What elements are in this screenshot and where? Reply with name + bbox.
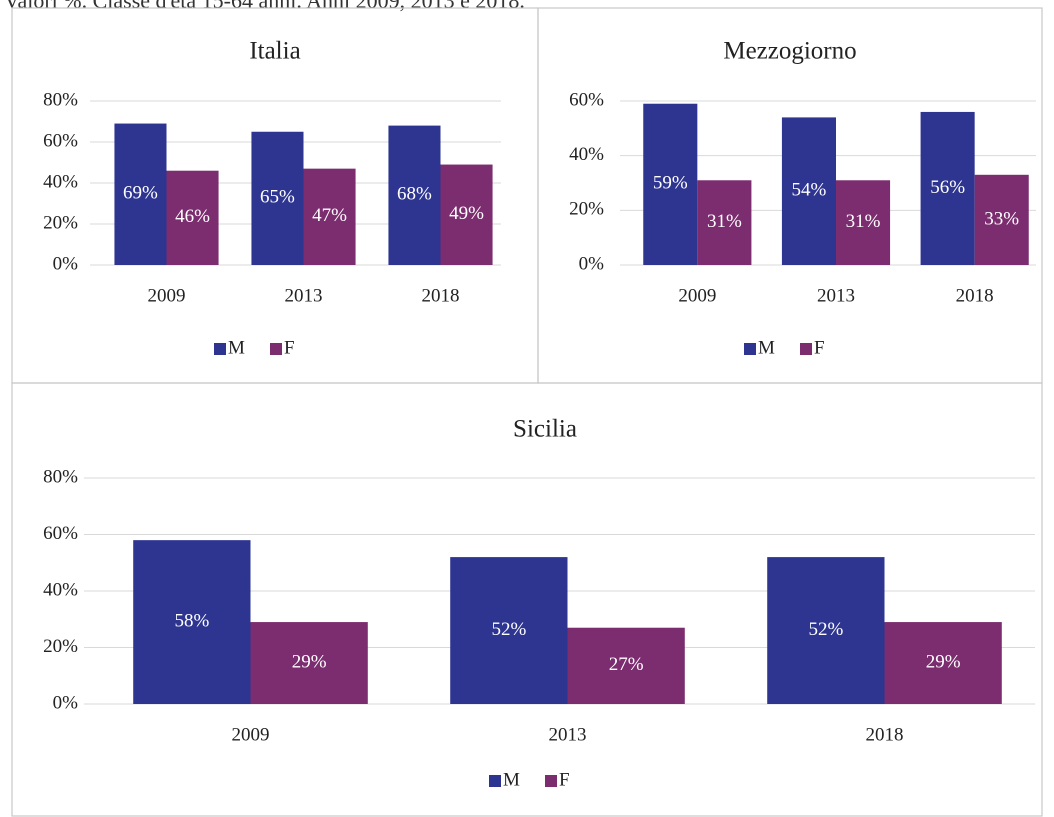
bar (643, 103, 698, 265)
legend-label: M (503, 769, 520, 790)
bar (767, 557, 885, 704)
legend-swatch (214, 343, 226, 355)
bar (388, 125, 441, 265)
y-tick-label: 80% (43, 466, 78, 487)
y-tick-label: 60% (43, 130, 78, 151)
chart-title: Mezzogiorno (723, 38, 856, 65)
x-tick-label: 2009 (678, 285, 716, 306)
bar (884, 622, 1002, 704)
value-label: 31% (846, 211, 881, 232)
legend-swatch (489, 775, 501, 787)
y-tick-label: 40% (43, 171, 78, 192)
y-tick-label: 80% (43, 89, 78, 110)
legend-swatch (270, 343, 282, 355)
value-label: 58% (174, 610, 209, 631)
y-tick-label: 0% (53, 692, 79, 713)
bar (920, 111, 975, 265)
bar (133, 540, 251, 704)
bar (450, 557, 568, 704)
value-label: 69% (123, 183, 158, 204)
panel-frame (11, 382, 1043, 817)
x-tick-label: 2013 (549, 724, 587, 745)
legend-label: F (284, 337, 295, 358)
y-tick-label: 40% (569, 144, 604, 165)
bar (166, 170, 219, 265)
bar (251, 131, 304, 265)
x-tick-label: 2018 (422, 285, 460, 306)
legend-label: M (758, 337, 775, 358)
value-label: 27% (609, 654, 644, 675)
legend-swatch (744, 343, 756, 355)
x-tick-label: 2013 (817, 285, 855, 306)
x-tick-label: 2009 (148, 285, 186, 306)
y-tick-label: 20% (43, 636, 78, 657)
value-label: 68% (397, 184, 432, 205)
x-tick-label: 2018 (956, 285, 994, 306)
y-tick-label: 60% (569, 89, 604, 110)
value-label: 52% (808, 619, 843, 640)
bar (440, 164, 493, 265)
bar (250, 622, 368, 704)
x-tick-label: 2009 (232, 724, 270, 745)
value-label: 29% (292, 651, 327, 672)
legend-swatch (800, 343, 812, 355)
legend-label: F (559, 769, 570, 790)
chart-title: Italia (249, 38, 300, 65)
bar (114, 123, 167, 265)
y-tick-label: 40% (43, 579, 78, 600)
bar (697, 180, 752, 265)
bar (567, 627, 685, 704)
y-tick-label: 20% (569, 199, 604, 220)
bar (781, 117, 836, 266)
caption: Valori %. Classe d'età 15-64 anni. Anni … (4, 0, 525, 13)
value-label: 59% (653, 173, 688, 194)
value-label: 52% (491, 619, 526, 640)
bar (974, 174, 1029, 265)
value-label: 33% (984, 208, 1019, 229)
chart-title: Sicilia (513, 416, 577, 443)
x-tick-label: 2018 (866, 724, 904, 745)
x-tick-label: 2013 (285, 285, 323, 306)
value-label: 54% (792, 180, 827, 201)
bar (836, 180, 891, 265)
value-label: 65% (260, 187, 295, 208)
y-tick-label: 0% (53, 253, 79, 274)
legend-swatch (545, 775, 557, 787)
value-label: 31% (707, 211, 742, 232)
legend-label: F (814, 337, 825, 358)
value-label: 49% (449, 203, 484, 224)
legend-label: M (228, 337, 245, 358)
y-tick-label: 20% (43, 212, 78, 233)
value-label: 56% (930, 177, 965, 198)
y-tick-label: 60% (43, 523, 78, 544)
value-label: 47% (312, 205, 347, 226)
value-label: 46% (175, 206, 210, 227)
bar (303, 168, 356, 265)
value-label: 29% (926, 651, 961, 672)
y-tick-label: 0% (579, 253, 605, 274)
